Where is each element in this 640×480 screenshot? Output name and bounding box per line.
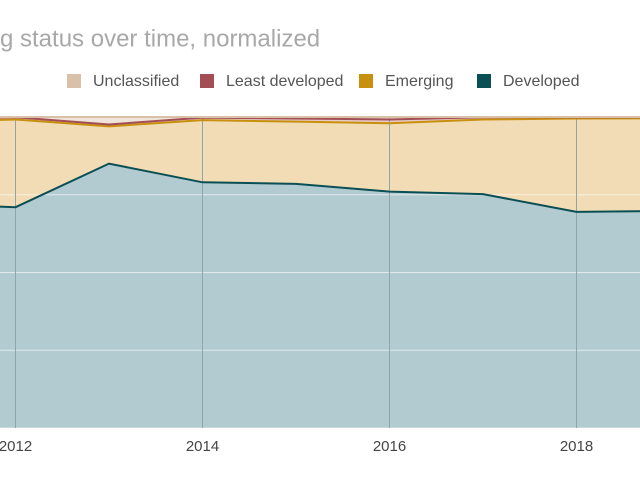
legend-label: Emerging xyxy=(385,73,453,90)
x-tick-label: 2018 xyxy=(560,438,593,455)
chart-title: g status over time, normalized xyxy=(0,25,320,52)
area xyxy=(0,163,640,428)
area xyxy=(0,117,640,125)
x-tick-label: 2016 xyxy=(373,438,406,455)
x-tick-label: 2012 xyxy=(0,438,32,455)
legend-swatch xyxy=(67,74,81,88)
legend-swatch xyxy=(477,74,491,88)
x-tick-label: 2014 xyxy=(186,438,219,455)
area xyxy=(0,118,640,212)
legend-label: Least developed xyxy=(226,73,343,90)
legend-label: Unclassified xyxy=(93,73,179,90)
line xyxy=(0,117,640,128)
line xyxy=(0,162,640,213)
legend-label: Developed xyxy=(503,73,580,90)
legend-swatch xyxy=(359,74,373,88)
legend-swatch xyxy=(200,74,214,88)
